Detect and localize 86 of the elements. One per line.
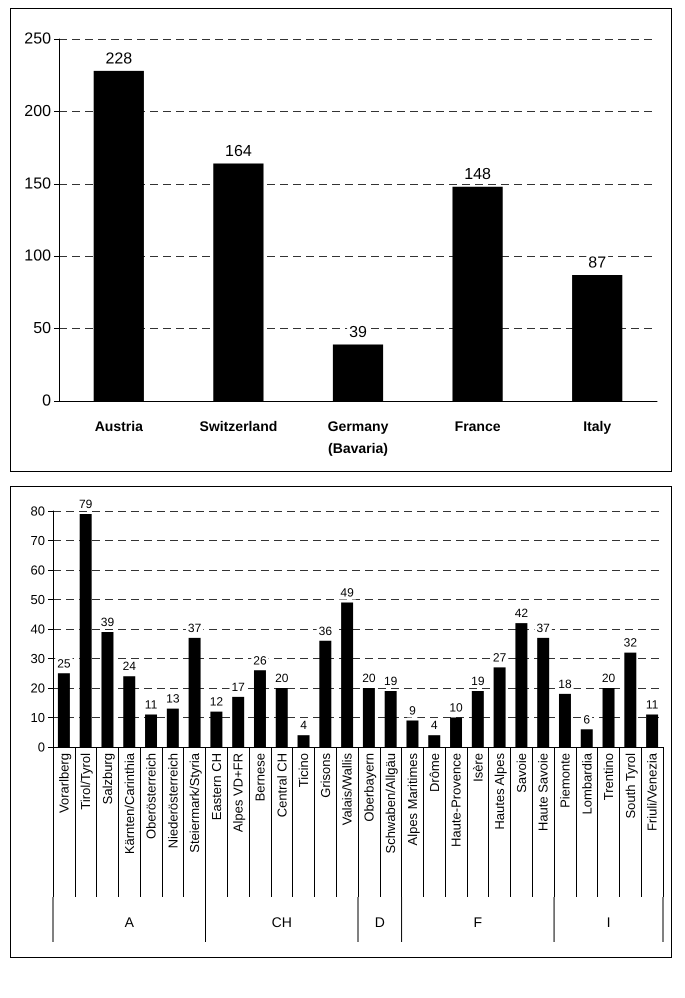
data-label: 6 <box>583 712 590 726</box>
y-tick-label: 100 <box>24 248 52 265</box>
x-tick-label: Germany (Bavaria) <box>328 418 389 456</box>
data-label: 24 <box>122 659 136 674</box>
x-tick-label: Haute-Provence <box>448 753 464 847</box>
x-tick-label: Oberösterreich <box>144 753 159 839</box>
text: F <box>474 914 482 930</box>
data-label: 228 <box>105 50 132 68</box>
y-tick-label: 250 <box>24 30 52 48</box>
x-tick-label: Friuli/Venezia <box>644 752 660 832</box>
y-tick-label: 30 <box>30 651 45 666</box>
y-tick-label: 50 <box>30 592 45 607</box>
x-tick-label: Isère <box>470 753 486 782</box>
x-tick-label: Ticino <box>296 753 312 788</box>
data-label: 9 <box>409 703 416 718</box>
text: I <box>606 914 610 930</box>
y-tick-label: 50 <box>33 320 52 338</box>
data-label: 49 <box>340 585 354 600</box>
data-label: 27 <box>492 650 507 664</box>
x-tick-label: Valais/Wallis <box>340 752 355 826</box>
x-tick-label: Italy <box>583 418 612 434</box>
data-label: 39 <box>100 614 114 629</box>
y-tick-label: 40 <box>30 622 45 636</box>
data-label: 39 <box>349 324 367 342</box>
data-label: 19 <box>471 674 485 688</box>
x-tick-label: Niederösterreich <box>165 753 180 848</box>
y-tick-label: 70 <box>30 533 45 548</box>
data-label: 17 <box>232 680 246 694</box>
x-tick-label: France <box>454 418 501 434</box>
x-tick-label: Austria <box>94 418 144 434</box>
data-label: 79 <box>79 496 93 511</box>
data-label: 32 <box>624 636 638 650</box>
data-label: 37 <box>188 620 202 635</box>
x-tick-label: Alpes VD+FR <box>230 753 246 832</box>
x-tick-label: South Tyrol <box>622 752 638 819</box>
y-tick-label: 0 <box>38 740 45 754</box>
data-label: 19 <box>384 674 398 688</box>
y-tick-label: 80 <box>30 504 45 518</box>
data-label: 36 <box>318 624 332 638</box>
x-tick-label: Schwaben/Allgäu <box>383 753 398 854</box>
data-label: 18 <box>558 676 572 691</box>
x-tick-label: Bernese <box>252 753 268 802</box>
text: CH <box>272 914 292 930</box>
data-label: 42 <box>514 606 528 620</box>
x-tick-label: Drôme <box>426 753 442 792</box>
data-label: 11 <box>144 698 158 712</box>
data-label: 12 <box>210 694 224 709</box>
x-tick-label: Grisons <box>318 752 333 798</box>
y-tick-label: 10 <box>30 710 45 725</box>
x-tick-label: Savoie <box>514 753 529 793</box>
data-label: 148 <box>464 166 492 184</box>
x-tick-label: Salzburg <box>100 753 115 804</box>
data-label: 11 <box>646 698 659 712</box>
text: A <box>124 914 135 930</box>
data-label: 87 <box>588 254 606 272</box>
x-tick-label: Piemonte <box>557 753 572 808</box>
y-tick-label: 0 <box>42 392 52 410</box>
y-tick-label: 200 <box>24 102 52 120</box>
data-label: 4 <box>300 718 308 732</box>
x-tick-label: Lombardia <box>579 752 594 814</box>
data-label: 26 <box>253 653 267 668</box>
y-tick-label: 20 <box>30 680 45 696</box>
data-label: 164 <box>225 143 252 160</box>
x-tick-label: Steiermark/Styria <box>187 752 202 853</box>
data-label: 20 <box>602 671 616 685</box>
x-tick-label: Trentino <box>601 753 616 800</box>
data-label: 20 <box>362 671 376 685</box>
x-tick-label: Central CH <box>274 753 290 818</box>
data-label: 4 <box>430 718 438 732</box>
y-tick-label: 150 <box>24 175 52 192</box>
x-tick-label: Kärnten/Carinthia <box>122 752 137 854</box>
x-tick-label: Alpes Maritimes <box>404 752 420 846</box>
x-tick-label: Hautes Alpes <box>492 752 508 830</box>
x-tick-label: Oberbayern <box>361 753 376 822</box>
data-label: 20 <box>275 671 289 685</box>
y-tick-label: 60 <box>30 562 45 578</box>
x-tick-label: Haute Savoie <box>536 753 551 832</box>
data-label: 10 <box>449 700 464 714</box>
text: D <box>374 914 385 930</box>
data-label: 37 <box>536 620 550 635</box>
x-tick-label: Tirol/Tyrol <box>78 752 94 810</box>
x-tick-label: Eastern CH <box>208 753 224 820</box>
x-tick-label: Vorarlberg <box>56 753 72 813</box>
data-label: 25 <box>57 656 71 670</box>
x-tick-label: Switzerland <box>200 418 278 434</box>
data-label: 13 <box>166 692 180 706</box>
